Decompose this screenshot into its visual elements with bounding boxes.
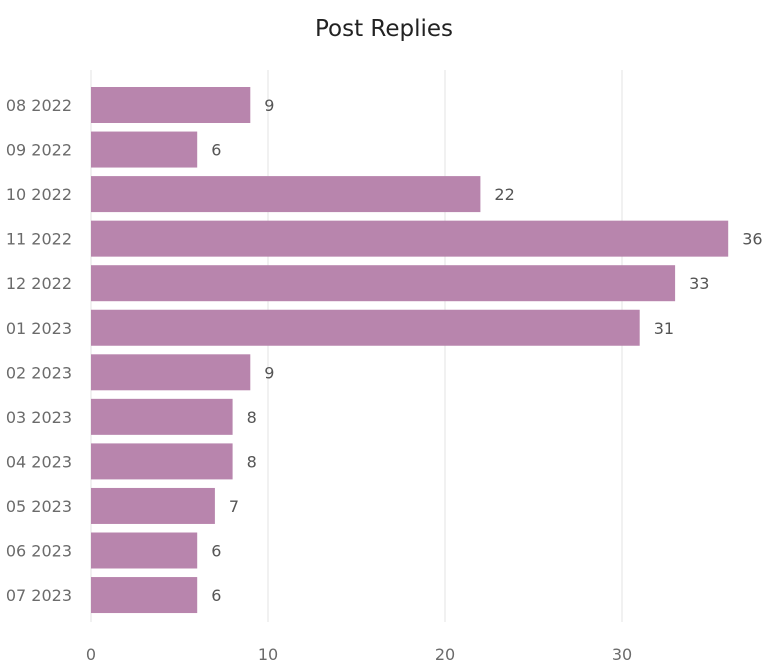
bar-value-label: 9 — [264, 363, 274, 382]
bar-value-label: 9 — [264, 96, 274, 115]
bar — [91, 532, 198, 569]
category-label: 11 2022 — [6, 230, 72, 249]
bar — [91, 87, 251, 123]
bars — [91, 87, 729, 614]
x-tick-label: 30 — [612, 645, 632, 663]
bar-value-label: 8 — [247, 408, 257, 427]
bar-value-label: 6 — [211, 542, 221, 561]
data-labels: 9 6 22 36 33 31 9 8 8 7 6 6 — [211, 96, 762, 605]
bar-value-label: 8 — [247, 452, 257, 471]
category-label: 09 2022 — [6, 141, 72, 160]
category-label: 12 2022 — [6, 274, 72, 293]
category-label: 10 2022 — [6, 185, 72, 204]
bar — [91, 265, 676, 302]
bar — [91, 309, 640, 346]
bar-value-label: 36 — [742, 230, 762, 249]
bar — [91, 398, 233, 435]
x-tick-label: 10 — [258, 645, 278, 663]
category-label: 07 2023 — [6, 586, 72, 605]
bar — [91, 354, 251, 391]
bar — [91, 131, 198, 168]
category-label: 02 2023 — [6, 363, 72, 382]
bar-value-label: 7 — [229, 497, 239, 516]
category-label: 01 2023 — [6, 319, 72, 338]
bar — [91, 487, 215, 524]
category-label: 06 2023 — [6, 542, 72, 561]
bar — [91, 577, 198, 614]
grid-lines — [90, 70, 623, 622]
x-tick-label: 20 — [435, 645, 455, 663]
x-tick-label: 0 — [86, 645, 96, 663]
bar — [91, 443, 233, 480]
category-label: 03 2023 — [6, 408, 72, 427]
category-labels: 08 2022 09 2022 10 2022 11 2022 12 2022 01 20… — [6, 96, 72, 605]
bar-value-label: 22 — [494, 185, 514, 204]
x-tick-labels: 0 10 20 30 — [86, 645, 632, 663]
bar — [91, 176, 481, 213]
bar-value-label: 6 — [211, 141, 221, 160]
bar-value-label: 6 — [211, 586, 221, 605]
bar-value-label: 31 — [654, 319, 674, 338]
chart-title: Post Replies — [315, 16, 453, 42]
bar-value-label: 33 — [689, 274, 709, 293]
category-label: 08 2022 — [6, 96, 72, 115]
bar — [91, 220, 729, 257]
category-label: 05 2023 — [6, 497, 72, 516]
category-label: 04 2023 — [6, 452, 72, 471]
